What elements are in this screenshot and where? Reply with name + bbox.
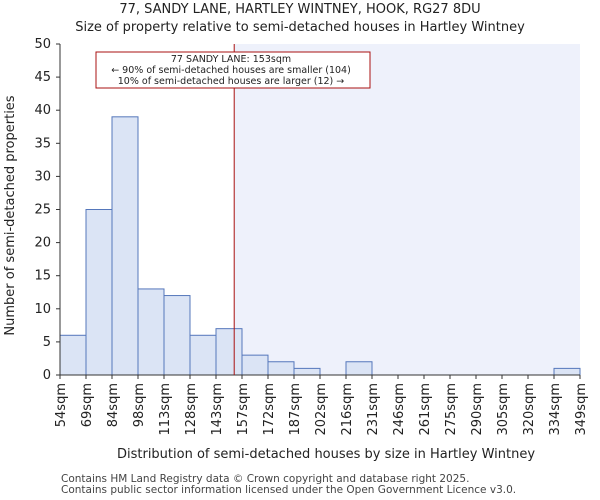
histogram-bar — [553, 367, 581, 376]
highlight-region — [234, 44, 580, 375]
histogram-bar — [241, 354, 269, 376]
x-tick-label: 98sqm — [132, 383, 147, 427]
histogram-bar — [59, 334, 87, 376]
x-tick-label: 84sqm — [106, 383, 121, 427]
chart-title-line-2: Size of property relative to semi-detach… — [75, 20, 525, 35]
x-tick-label: 349sqm — [574, 383, 589, 436]
y-tick-label: 20 — [34, 236, 51, 251]
annotation-line: 10% of semi-detached houses are larger (… — [118, 76, 345, 87]
x-tick-label: 334sqm — [548, 383, 563, 436]
histogram-bar — [215, 328, 243, 376]
histogram-bar — [85, 209, 113, 376]
x-tick-label: 54sqm — [54, 383, 69, 427]
histogram-bar — [189, 334, 217, 376]
annotation-box — [95, 51, 371, 89]
x-tick-label: 69sqm — [80, 383, 95, 427]
y-tick-label: 35 — [34, 136, 51, 151]
x-tick-label: 157sqm — [236, 383, 251, 436]
x-tick-label: 187sqm — [288, 383, 303, 436]
x-tick-label: 305sqm — [496, 383, 511, 436]
x-tick-label: 128sqm — [184, 383, 199, 436]
annotation-line: 77 SANDY LANE: 153sqm — [171, 54, 291, 65]
y-tick-label: 30 — [34, 169, 51, 184]
chart-title-line-1: 77, SANDY LANE, HARTLEY WINTNEY, HOOK, R… — [119, 2, 481, 17]
x-tick-label: 216sqm — [340, 383, 355, 436]
histogram-bar — [293, 367, 321, 376]
y-tick-label: 45 — [34, 70, 51, 85]
x-tick-label: 231sqm — [366, 383, 381, 436]
y-tick-label: 40 — [34, 103, 51, 118]
x-tick-label: 202sqm — [314, 383, 329, 436]
y-tick-label: 25 — [34, 203, 51, 218]
histogram-chart: 0 5 10 15 20 25 30 35 40 45 50 54sqm 69sqm 84sqm 98sqm… — [3, 37, 589, 462]
y-tick-label: 50 — [34, 37, 51, 52]
x-tick-label: 261sqm — [418, 383, 433, 436]
annotation-line: ← 90% of semi-detached houses are smalle… — [111, 65, 351, 76]
y-axis-title: Number of semi-detached properties — [3, 95, 18, 335]
x-tick-label: 172sqm — [262, 383, 277, 436]
footer-copyright: Contains HM Land Registry data © Crown c… — [61, 473, 470, 485]
y-tick-label: 0 — [43, 368, 51, 383]
histogram-bar — [137, 288, 165, 376]
y-tick-label: 10 — [34, 302, 51, 317]
x-tick-label: 290sqm — [470, 383, 485, 436]
histogram-bar — [163, 295, 191, 376]
x-tick-label: 143sqm — [210, 383, 225, 436]
histogram-bar — [111, 116, 139, 376]
histogram-bar — [267, 361, 295, 376]
x-tick-label: 320sqm — [522, 383, 537, 436]
x-axis-title: Distribution of semi-detached houses by … — [117, 447, 535, 462]
x-tick-label: 275sqm — [444, 383, 459, 436]
x-tick-label: 246sqm — [392, 383, 407, 436]
x-tick-label: 113sqm — [158, 383, 173, 436]
footer-licence: Contains public sector information licen… — [61, 484, 517, 496]
histogram-bar — [345, 361, 373, 376]
y-tick-label: 15 — [34, 269, 51, 284]
y-tick-label: 5 — [43, 335, 51, 350]
